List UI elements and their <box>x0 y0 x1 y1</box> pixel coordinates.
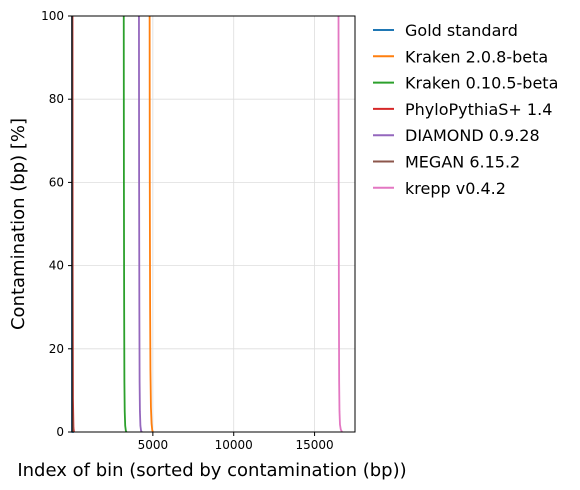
legend-label: DIAMOND 0.9.28 <box>405 126 540 145</box>
grid <box>72 15 355 433</box>
axis-ticks: 5000 10000 15000 0 20 40 60 80 100 <box>41 9 334 452</box>
legend-item: DIAMOND 0.9.28 <box>373 126 540 145</box>
legend-item: Kraken 2.0.8-beta <box>373 47 548 66</box>
x-tick-label: 10000 <box>215 438 253 452</box>
legend-item: PhyloPythiaS+ 1.4 <box>373 100 552 119</box>
legend: Gold standard Kraken 2.0.8-beta Kraken 0.1… <box>373 21 558 198</box>
y-tick-label: 100 <box>41 9 64 23</box>
y-tick-label: 0 <box>56 425 64 439</box>
series-line <box>122 15 128 433</box>
series-line <box>138 15 143 433</box>
x-tick-label: 15000 <box>295 438 333 452</box>
plot-lines <box>71 15 343 433</box>
legend-label: MEGAN 6.15.2 <box>405 153 520 172</box>
x-tick-label: 5000 <box>138 438 169 452</box>
legend-item: krepp v0.4.2 <box>373 179 506 198</box>
legend-item: Gold standard <box>373 21 518 40</box>
legend-label: PhyloPythiaS+ 1.4 <box>405 100 552 119</box>
legend-label: krepp v0.4.2 <box>405 179 506 198</box>
legend-item: MEGAN 6.15.2 <box>373 153 520 172</box>
legend-label: Gold standard <box>405 21 518 40</box>
x-axis-label: Index of bin (sorted by contamination (b… <box>17 460 406 481</box>
series-line <box>148 15 154 433</box>
plot-frame <box>71 15 356 433</box>
y-tick-label: 40 <box>49 259 64 273</box>
series-line <box>337 15 343 433</box>
y-tick-label: 80 <box>49 92 64 106</box>
y-tick-label: 20 <box>49 342 64 356</box>
y-tick-label: 60 <box>49 175 64 189</box>
legend-label: Kraken 2.0.8-beta <box>405 47 548 66</box>
y-axis-label: Contamination (bp) [%] <box>8 118 29 330</box>
legend-item: Kraken 0.10.5-beta <box>373 74 558 93</box>
legend-label: Kraken 0.10.5-beta <box>405 74 558 93</box>
